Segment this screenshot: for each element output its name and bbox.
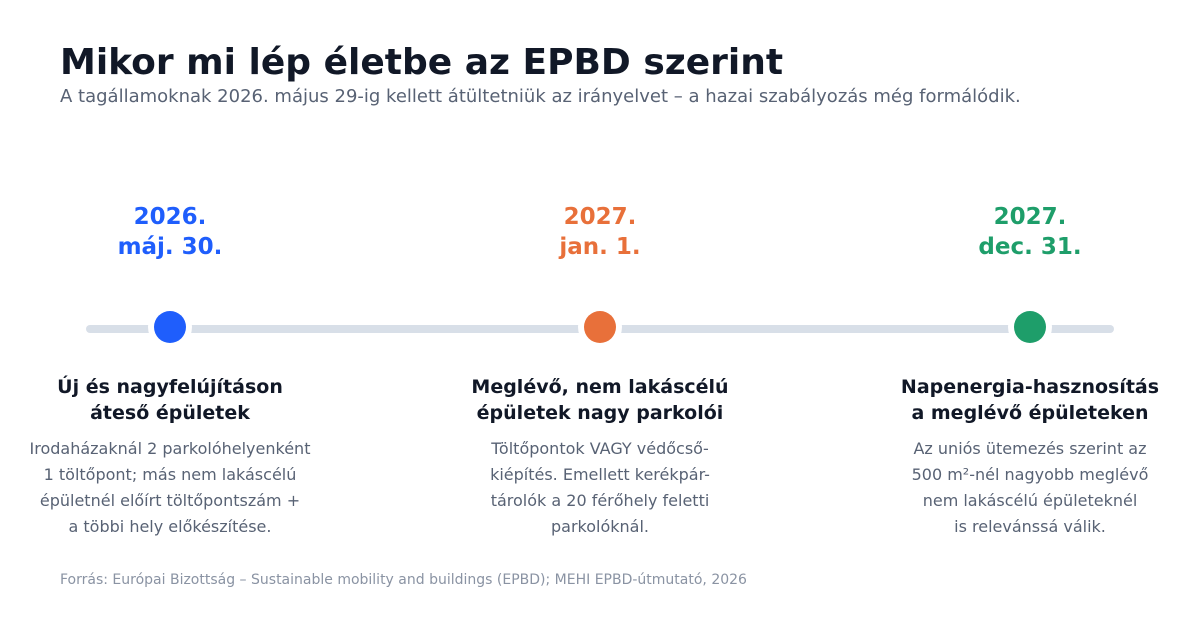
source-note: Forrás: Európai Bizottság – Sustainable … (60, 572, 747, 588)
milestone-1-heading: Új és nagyfelújításon áteső épületek (57, 376, 283, 424)
milestone-2-marker (584, 311, 616, 343)
milestone-3-description: Az uniós ütemezés szerint az 500 m²-nél … (911, 439, 1149, 536)
milestone-3-marker (1014, 311, 1046, 343)
milestone-3-heading: Napenergia-hasznosítás a meglévő épülete… (900, 376, 1160, 424)
milestone-1-date: 2026. máj. 30. (117, 204, 223, 260)
milestone-2-description: Töltőpontok VAGY védőcső- kiépítés. Emel… (490, 439, 710, 536)
milestone-1-description: Irodaházaknál 2 parkolóhelyenként 1 tölt… (29, 439, 311, 536)
milestone-3-date: 2027. dec. 31. (978, 204, 1082, 260)
milestone-2-heading: Meglévő, nem lakáscélú épületek nagy par… (471, 376, 729, 424)
milestone-1-marker (154, 311, 186, 343)
milestone-2-date: 2027. jan. 1. (559, 204, 641, 260)
page-subtitle: A tagállamoknak 2026. május 29-ig kellet… (60, 86, 1021, 107)
page-title: Mikor mi lép életbe az EPBD szerint (60, 42, 784, 83)
